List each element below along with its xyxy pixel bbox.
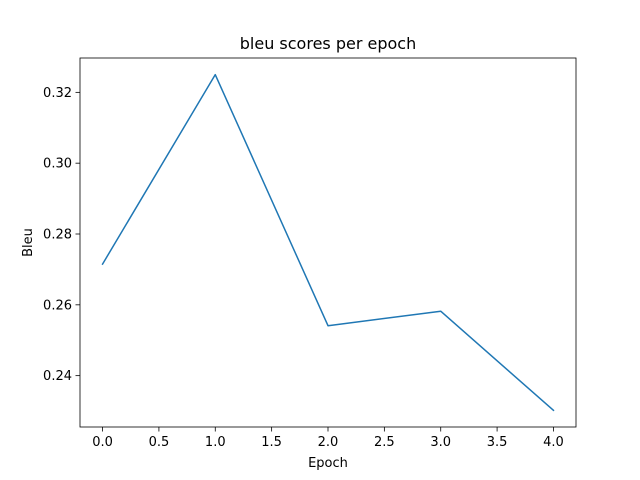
y-tick-label: 0.26 bbox=[43, 298, 72, 313]
x-tick-label: 2.5 bbox=[374, 435, 395, 450]
x-tick-label: 2.0 bbox=[318, 435, 339, 450]
y-tick-label: 0.32 bbox=[43, 86, 72, 101]
x-axis-label: Epoch bbox=[308, 456, 348, 471]
axes-frame bbox=[79, 57, 577, 428]
y-axis: 0.24 0.26 0.28 0.30 0.32 bbox=[43, 86, 80, 384]
x-tick-label: 0.0 bbox=[92, 435, 113, 450]
y-tick-label: 0.30 bbox=[43, 157, 72, 172]
x-axis: 0.0 0.5 1.0 1.5 2.0 2.5 3.0 3.5 4.0 bbox=[92, 427, 564, 450]
plot-area bbox=[79, 57, 577, 428]
y-tick-label: 0.24 bbox=[43, 369, 72, 384]
x-tick-label: 1.0 bbox=[205, 435, 226, 450]
chart-title: bleu scores per epoch bbox=[240, 34, 416, 53]
x-tick-label: 3.0 bbox=[430, 435, 451, 450]
y-tick-label: 0.28 bbox=[43, 228, 72, 243]
x-tick-label: 1.5 bbox=[261, 435, 282, 450]
y-axis-label: Bleu bbox=[21, 228, 36, 257]
x-tick-label: 0.5 bbox=[149, 435, 170, 450]
x-tick-label: 3.5 bbox=[487, 435, 508, 450]
x-tick-label: 4.0 bbox=[543, 435, 564, 450]
series-line-0 bbox=[101, 73, 555, 412]
